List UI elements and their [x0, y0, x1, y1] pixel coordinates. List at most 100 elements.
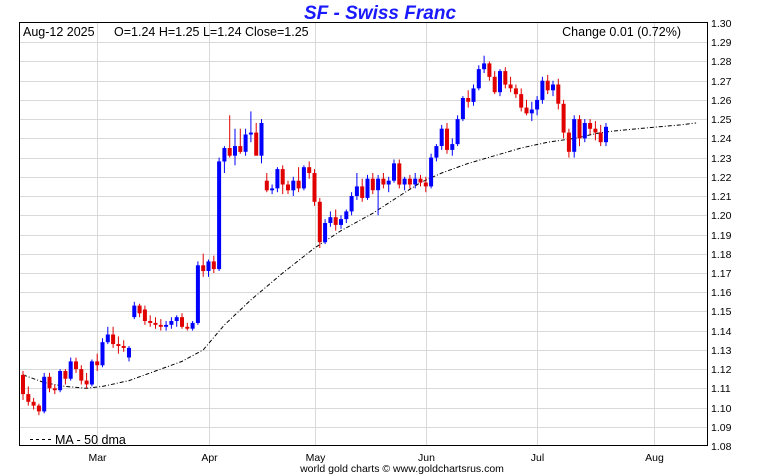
candle-body: [593, 128, 598, 133]
chart-title: SF - Swiss Franc: [304, 3, 456, 24]
candle: [254, 123, 259, 156]
candle-body: [201, 265, 206, 272]
y-tick-label: 1.22: [711, 172, 732, 184]
x-tick-label: Aug: [645, 452, 664, 464]
candle: [74, 357, 78, 373]
candle-body: [227, 148, 232, 156]
candle-body: [376, 178, 381, 191]
candle: [68, 357, 73, 381]
candle: [286, 180, 290, 195]
candle-body: [243, 134, 248, 152]
candle-body: [492, 76, 497, 93]
candle: [402, 176, 407, 191]
candle: [540, 76, 545, 104]
candle-body: [381, 178, 386, 185]
candle: [243, 128, 248, 156]
candle-body: [529, 109, 534, 114]
candle: [328, 211, 333, 227]
candle: [572, 115, 577, 158]
legend-ma-label: MA - 50 dma: [55, 433, 126, 447]
candle: [153, 317, 158, 329]
candle-body: [418, 178, 423, 183]
candle-body: [407, 178, 412, 185]
candle-body: [402, 178, 407, 185]
candle: [582, 119, 587, 143]
candle-body: [174, 317, 179, 321]
y-tick-label: 1.11: [711, 383, 731, 395]
y-tick-label: 1.28: [711, 56, 732, 68]
candle-body: [26, 394, 31, 402]
candle: [556, 78, 561, 110]
y-tick-label: 1.14: [711, 326, 732, 338]
candle-body: [238, 146, 243, 152]
candle-body: [180, 317, 184, 327]
candle: [381, 173, 386, 189]
candle-body: [513, 88, 518, 95]
candle-body: [349, 196, 354, 212]
candle-body: [333, 217, 338, 225]
candle-body: [370, 178, 375, 191]
candle: [280, 165, 285, 195]
candle-body: [254, 132, 259, 156]
candle: [42, 372, 47, 414]
candle-body: [47, 376, 52, 389]
candle: [248, 111, 253, 143]
candle-body: [153, 322, 158, 325]
candle-body: [551, 84, 555, 91]
footer-credit: world gold charts © www.goldchartsrus.co…: [299, 463, 504, 475]
candle-body: [259, 123, 264, 156]
y-tick-label: 1.26: [711, 95, 732, 107]
candle-body: [508, 84, 513, 89]
candle-body: [582, 123, 587, 139]
candle: [31, 397, 36, 410]
candle-body: [217, 161, 222, 270]
candle-body: [270, 188, 275, 191]
x-tick-label: May: [306, 452, 327, 464]
moving-average: [22, 122, 697, 389]
candle-body: [52, 388, 57, 391]
candle: [211, 255, 216, 273]
y-tick-label: 1.29: [711, 37, 732, 49]
candle-body: [116, 344, 121, 346]
candle: [376, 174, 381, 216]
candle: [317, 198, 322, 248]
candle-body: [169, 321, 174, 325]
candle-body: [42, 376, 47, 412]
y-tick-label: 1.12: [711, 364, 732, 376]
candle-body: [487, 63, 492, 77]
candle: [217, 157, 222, 271]
candle: [84, 372, 89, 389]
candle-body: [434, 146, 439, 158]
candle-body: [588, 123, 593, 129]
candle-body: [275, 169, 280, 189]
candle: [439, 124, 444, 150]
x-tick-label: Jun: [418, 452, 435, 464]
candle: [47, 372, 52, 393]
y-tick-label: 1.30: [711, 18, 732, 30]
plot-frame: [19, 22, 708, 446]
candle: [127, 346, 131, 362]
y-tick-label: 1.19: [711, 230, 732, 242]
y-tick-label: 1.15: [711, 306, 732, 318]
x-tick-label: Mar: [88, 452, 107, 464]
candle-body: [556, 84, 561, 104]
candle: [270, 184, 275, 195]
candle: [137, 303, 142, 318]
candle: [466, 90, 471, 108]
candle-body: [142, 309, 147, 321]
y-tick-label: 1.18: [711, 249, 732, 261]
candle: [434, 144, 439, 162]
candle: [604, 123, 608, 147]
candle: [551, 80, 555, 97]
candle: [291, 176, 296, 196]
candle: [588, 119, 593, 135]
candle-body: [68, 361, 73, 379]
candle: [301, 165, 306, 191]
candle: [529, 101, 534, 122]
candle: [148, 315, 153, 327]
candle-body: [158, 324, 163, 327]
candle-body: [317, 201, 322, 243]
candle-body: [604, 126, 608, 143]
y-tick-label: 1.25: [711, 114, 732, 126]
candle-body: [397, 163, 402, 185]
